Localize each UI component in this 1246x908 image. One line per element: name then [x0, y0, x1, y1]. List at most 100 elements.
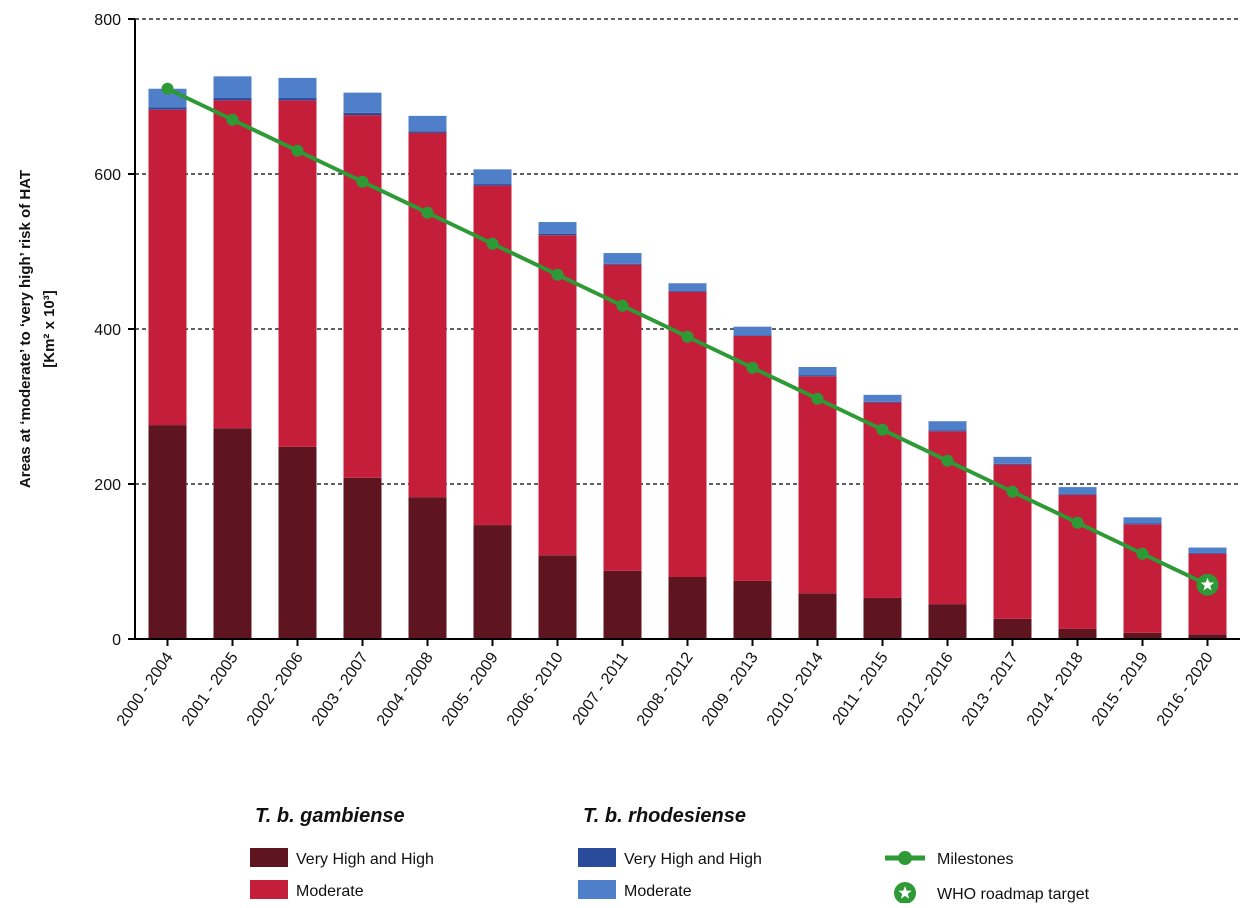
bar-segment — [798, 376, 837, 594]
bar-segment — [213, 76, 252, 99]
y-tick-label: 0 — [112, 632, 121, 649]
bar-segment — [408, 497, 447, 639]
bar-segment — [603, 570, 642, 639]
bar-segment — [408, 132, 447, 498]
milestone-point — [811, 392, 824, 405]
y-tick-label: 400 — [94, 322, 121, 339]
legend-swatch — [250, 848, 288, 867]
bar-segment — [538, 555, 577, 639]
x-tick-label: 2015 - 2019 — [1089, 649, 1152, 729]
bar-segment — [603, 253, 642, 264]
x-tick-label: 2002 - 2006 — [244, 649, 307, 729]
milestone-point — [291, 144, 304, 157]
x-tick-label: 2013 - 2017 — [959, 649, 1022, 729]
bar-segment — [863, 597, 902, 639]
y-axis-label: Areas at ‘moderate’ to ‘very high’ risk … — [17, 170, 34, 488]
bar-segment — [798, 375, 837, 377]
bar-segment — [733, 335, 772, 336]
bar-segment — [928, 430, 967, 432]
bar-segment — [343, 92, 382, 113]
milestone-point — [681, 330, 694, 343]
legend-label: Milestones — [937, 851, 1013, 868]
bar-segment — [213, 428, 252, 639]
legend-star — [898, 886, 912, 899]
bar-segment — [863, 401, 902, 403]
y-axis-label: [Km² x 10³] — [41, 290, 58, 368]
bar-segment — [798, 366, 837, 376]
bar-segment — [798, 593, 837, 639]
bar-segment — [668, 291, 707, 292]
x-tick-label: 2005 - 2009 — [439, 649, 502, 729]
milestone-point — [746, 361, 759, 374]
bar-segment — [538, 235, 577, 556]
target-star — [1200, 577, 1215, 591]
bar-segment — [148, 107, 187, 110]
milestone-point — [1006, 485, 1019, 498]
bar-segment — [278, 446, 317, 639]
bar-segment — [993, 463, 1032, 465]
bar-segment — [1188, 547, 1227, 553]
legend-label: Moderate — [296, 883, 364, 900]
milestone-point — [551, 268, 564, 281]
bar-segment — [1058, 494, 1097, 495]
bar-segment — [213, 98, 252, 101]
x-tick-label: 2000 - 2004 — [114, 649, 177, 729]
bar-segment — [343, 112, 382, 116]
x-tick-label: 2014 - 2018 — [1024, 649, 1087, 729]
bar-segment — [1058, 628, 1097, 639]
legend-label: Very High and High — [296, 851, 434, 868]
x-tick-label: 2012 - 2016 — [894, 649, 957, 729]
bar-segment — [603, 263, 642, 265]
bar-segment — [993, 456, 1032, 464]
milestone-point — [616, 299, 629, 312]
bar-segment — [148, 425, 187, 639]
bar-segment — [1123, 524, 1162, 633]
x-tick-label: 2011 - 2015 — [830, 649, 892, 728]
bar-segment — [473, 184, 512, 186]
bar-segment — [993, 618, 1032, 639]
x-tick-label: 2001 - 2005 — [179, 649, 242, 729]
bar-segment — [733, 335, 772, 581]
x-tick-label: 2010 - 2014 — [764, 649, 827, 729]
milestone-point — [486, 237, 499, 250]
bar-segment — [668, 577, 707, 639]
y-tick-label: 600 — [94, 167, 121, 184]
bar-segment — [278, 77, 317, 99]
bar-segment — [343, 115, 382, 478]
x-tick-label: 2006 - 2010 — [504, 649, 567, 729]
milestone-point — [161, 82, 174, 95]
bar-segment — [538, 233, 577, 236]
legend-label: Moderate — [624, 883, 692, 900]
legend-swatch — [578, 848, 616, 867]
legend-label: WHO roadmap target — [937, 886, 1090, 903]
bar-segment — [668, 283, 707, 292]
bar-segment — [213, 100, 252, 429]
milestone-point — [876, 423, 889, 436]
bar-segment — [473, 169, 512, 185]
bar-segment — [733, 580, 772, 639]
legend-point — [898, 851, 912, 865]
legend-swatch — [578, 880, 616, 899]
x-tick-label: 2004 - 2008 — [374, 649, 437, 729]
milestone-point — [421, 206, 434, 219]
bar-segment — [1123, 523, 1162, 525]
bar-segment — [473, 525, 512, 639]
bar-segment — [1123, 517, 1162, 524]
milestone-point — [226, 113, 239, 126]
x-tick-label: 2003 - 2007 — [309, 649, 372, 729]
x-tick-label: 2016 - 2020 — [1154, 649, 1217, 729]
bar-segment — [148, 109, 187, 426]
milestone-point — [941, 454, 954, 467]
bar-segment — [408, 131, 447, 133]
milestone-point — [1071, 516, 1084, 529]
bar-segment — [1058, 487, 1097, 495]
milestone-point — [1136, 547, 1149, 560]
y-tick-label: 800 — [94, 12, 121, 29]
legend-label: Very High and High — [624, 851, 762, 868]
bar-segment — [928, 604, 967, 639]
x-tick-label: 2008 - 2012 — [634, 649, 697, 729]
legend-swatch — [250, 880, 288, 899]
bar-segment — [1123, 632, 1162, 639]
bar-segment — [863, 394, 902, 402]
